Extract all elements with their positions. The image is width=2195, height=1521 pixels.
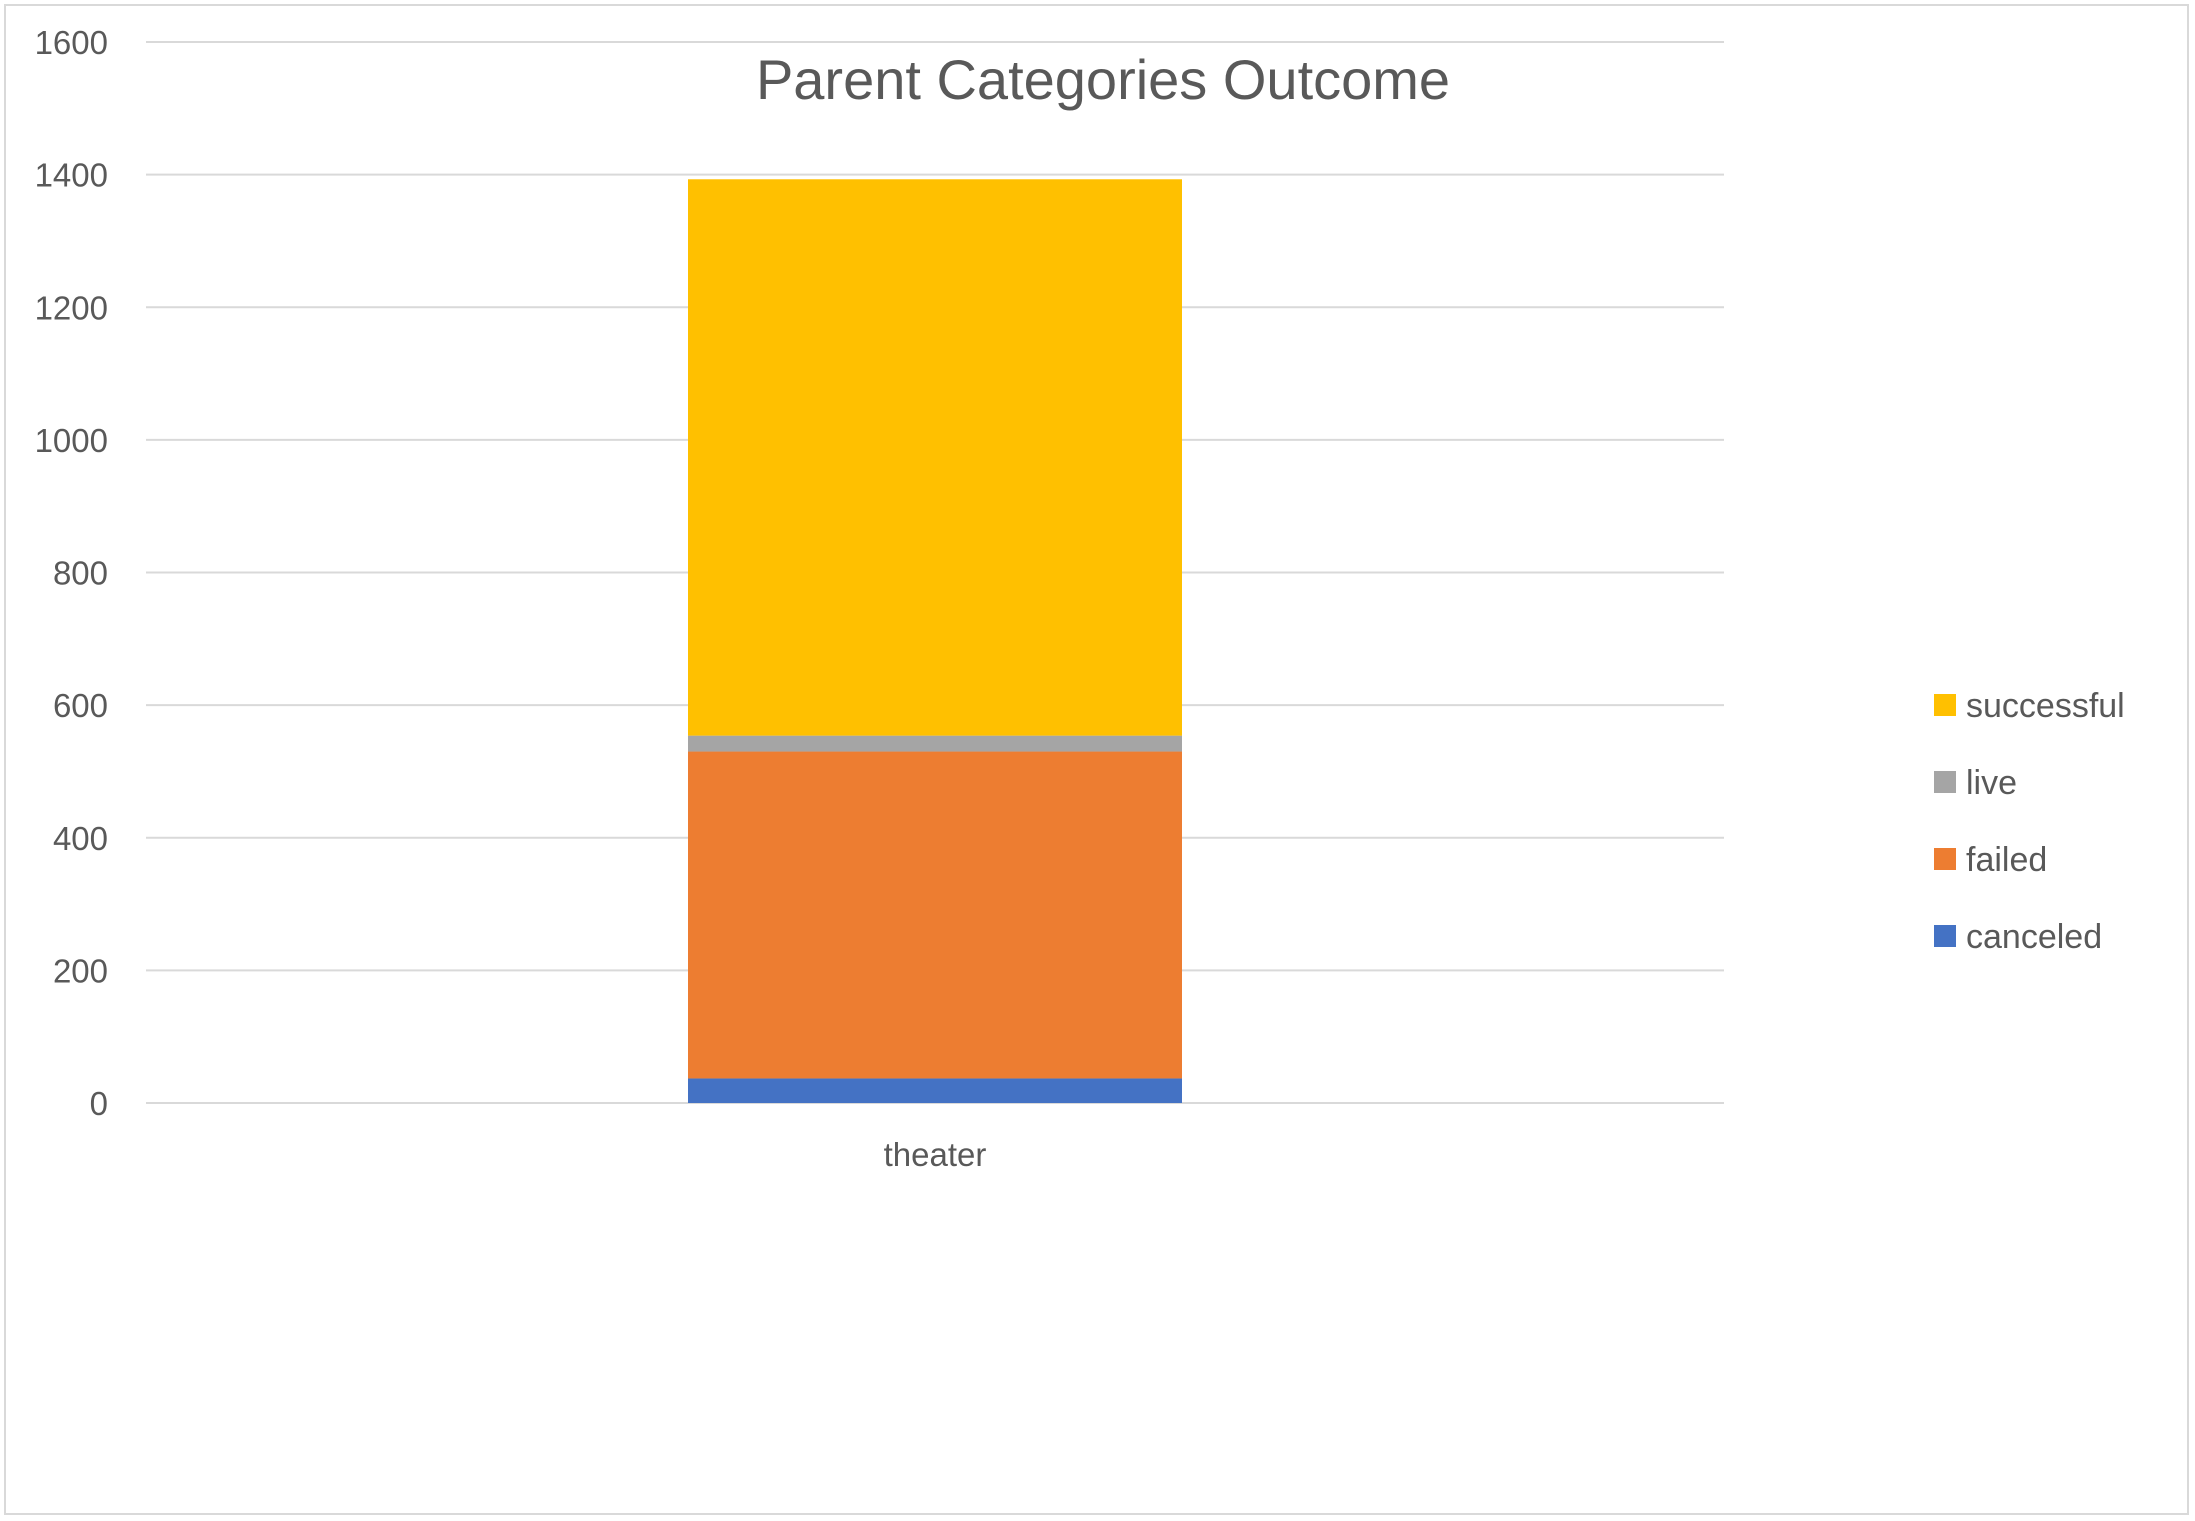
legend: successful live failed canceled <box>1934 687 2125 956</box>
y-tick-label: 1200 <box>35 289 108 326</box>
y-tick-label: 1000 <box>35 422 108 459</box>
legend-swatch <box>1934 848 1956 870</box>
legend-label: failed <box>1966 841 2047 879</box>
x-axis-tick-labels: theater <box>884 1136 987 1173</box>
y-tick-label: 200 <box>53 952 108 989</box>
legend-swatch <box>1934 771 1956 793</box>
legend-swatch <box>1934 925 1956 947</box>
bar-segment-successful <box>688 179 1182 736</box>
bar-segment-live <box>688 735 1182 752</box>
legend-swatch <box>1934 694 1956 716</box>
x-tick-label: theater <box>884 1136 987 1173</box>
y-tick-label: 1600 <box>35 24 108 61</box>
y-tick-label: 600 <box>53 687 108 724</box>
legend-label: canceled <box>1966 918 2102 956</box>
y-tick-label: 1400 <box>35 157 108 194</box>
y-tick-label: 800 <box>53 555 108 592</box>
legend-item-live: live <box>1934 764 2017 802</box>
bar-segments <box>688 179 1182 1103</box>
y-axis-tick-labels: 0 200 400 600 800 1000 1200 1400 1600 <box>35 24 108 1122</box>
chart-title: Parent Categories Outcome <box>756 48 1450 111</box>
bar-segment-failed <box>688 751 1182 1079</box>
legend-item-canceled: canceled <box>1934 918 2102 956</box>
legend-label: live <box>1966 764 2017 802</box>
y-tick-label: 0 <box>90 1085 108 1122</box>
legend-item-failed: failed <box>1934 841 2047 879</box>
y-tick-label: 400 <box>53 820 108 857</box>
bar-segment-canceled <box>688 1078 1182 1103</box>
legend-label: successful <box>1966 687 2125 725</box>
legend-item-successful: successful <box>1934 687 2125 725</box>
